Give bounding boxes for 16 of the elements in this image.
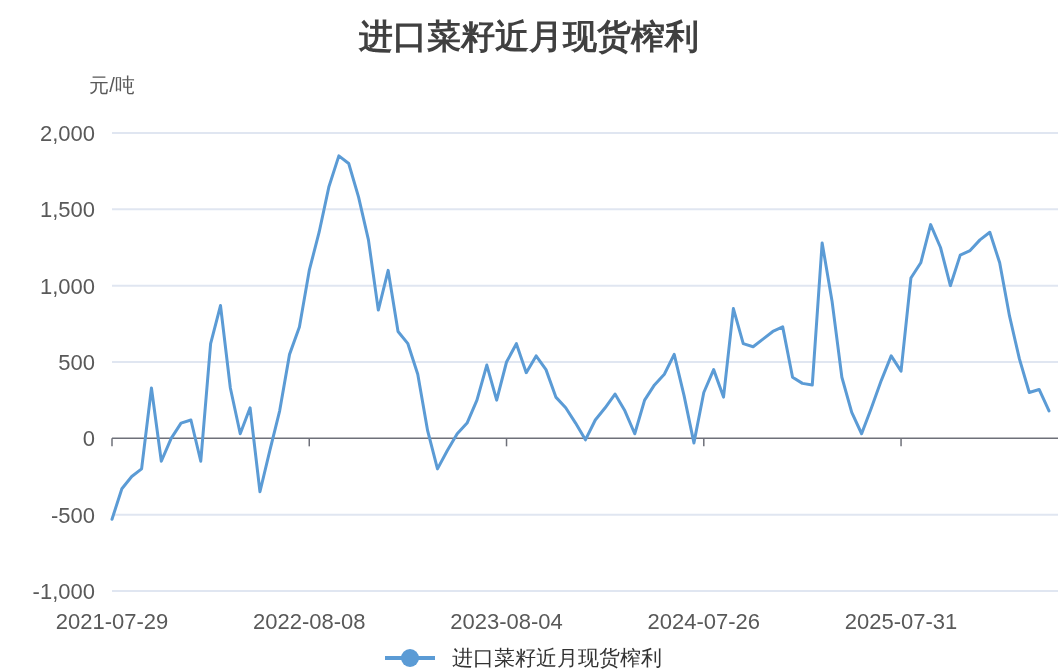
- y-tick-label: 1,000: [39, 273, 95, 299]
- x-tick-label: 2024-07-26: [647, 609, 761, 634]
- y-axis-title: 元/吨: [89, 74, 135, 96]
- x-tick-label: 2022-08-08: [252, 609, 366, 634]
- chart-title: 进口菜籽近月现货榨利: [358, 17, 699, 55]
- legend-label: 进口菜籽近月现货榨利: [452, 646, 662, 669]
- y-tick-label: -1,000: [32, 579, 95, 604]
- x-tick-label: 2025-07-31: [844, 609, 958, 634]
- y-tick-label: 2,000: [39, 121, 95, 146]
- y-tick-label: 500: [58, 350, 95, 375]
- x-tick-label: 2021-07-29: [55, 609, 169, 634]
- line-series: [110, 154, 1051, 521]
- y-tick-label: 0: [82, 426, 95, 452]
- y-tick-label: -500: [50, 502, 95, 528]
- y-tick-label: 1,500: [39, 197, 95, 223]
- x-tick-label: 2023-08-04: [450, 609, 563, 634]
